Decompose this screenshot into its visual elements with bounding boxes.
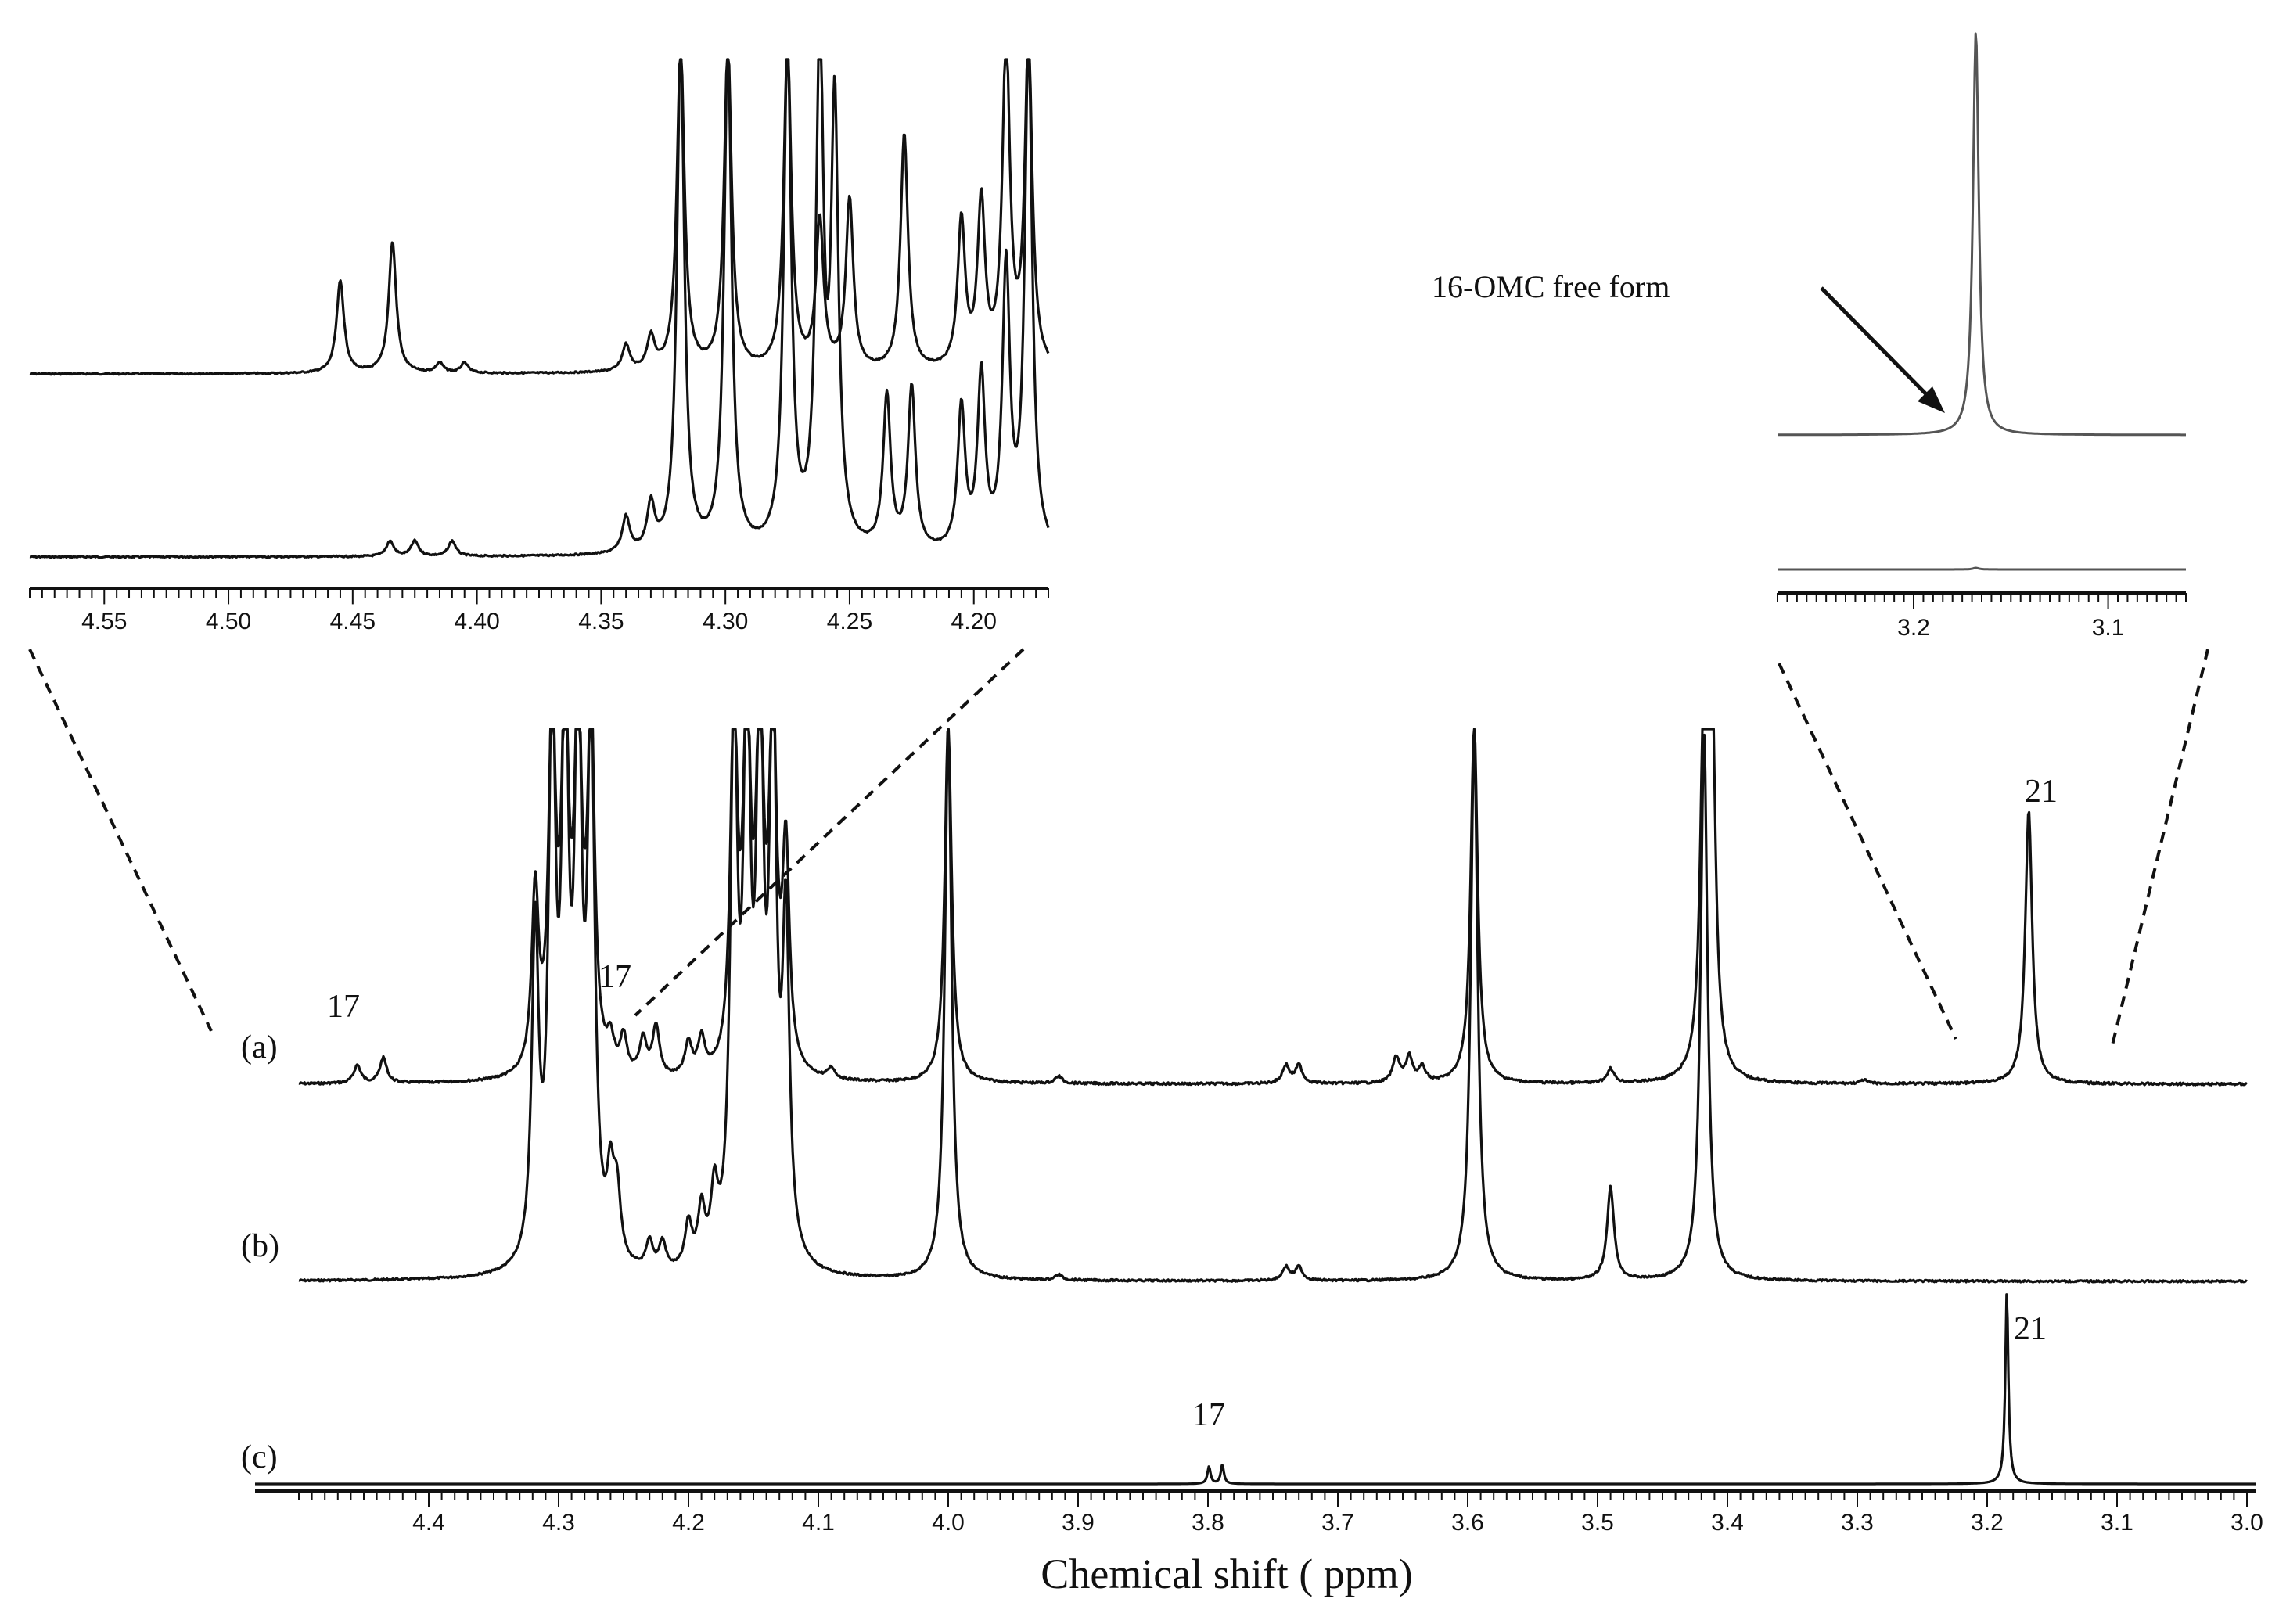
tick-label: 3.5 <box>1581 1510 1614 1536</box>
trace-a <box>298 728 2248 1087</box>
tick-label: 3.1 <box>2092 615 2125 641</box>
tick-label: 4.0 <box>932 1510 965 1536</box>
inset-right-lower-trace <box>1777 566 2187 571</box>
tick-label: 4.1 <box>802 1510 835 1536</box>
tick-label: 4.2 <box>672 1510 705 1536</box>
annotation-17-c: 17 <box>1192 1397 1225 1433</box>
tick-label: 3.0 <box>2230 1510 2263 1536</box>
tick-label: 3.2 <box>1897 615 1930 641</box>
x-axis-label: Chemical shift ( ppm) <box>1041 1550 1412 1597</box>
trace-c-label: (c) <box>241 1439 278 1475</box>
inset-right: 3.2 3.1 16-OMC free form <box>1432 32 2187 641</box>
tick-label: 3.2 <box>1971 1510 2004 1536</box>
main-x-axis: 4.4 4.3 4.2 4.1 4.0 3.9 3.8 3.7 3.6 3.5 3.4 3.3 3.2 3… <box>255 1489 2263 1536</box>
annotation-17-a2: 17 <box>599 959 631 995</box>
inset-right-upper-trace <box>1777 32 2187 437</box>
annotation-17-a: 17 <box>327 989 360 1025</box>
tick-label: 4.40 <box>454 609 499 634</box>
tick-label: 4.20 <box>951 609 997 634</box>
trace-a-label: (a) <box>241 1029 278 1065</box>
tick-label: 4.3 <box>542 1510 575 1536</box>
annotation-21-a: 21 <box>2025 774 2058 810</box>
main-spectrum: 4.4 4.3 4.2 4.1 4.0 3.9 3.8 3.7 3.6 3.5 3.4 3.3 3.2 3… <box>241 728 2263 1597</box>
trace-b-label: (b) <box>241 1228 279 1264</box>
tick-label: 3.7 <box>1321 1510 1354 1536</box>
guide-left-inner <box>634 648 1025 1017</box>
tick-label: 3.1 <box>2101 1510 2133 1536</box>
inset-left-upper-trace <box>29 58 1050 376</box>
inset-right-x-axis: 3.2 3.1 <box>1777 591 2187 641</box>
tick-label: 4.50 <box>206 609 251 634</box>
tick-label: 4.4 <box>412 1510 445 1536</box>
tick-label: 3.8 <box>1192 1510 1224 1536</box>
trace-c <box>254 1293 2257 1486</box>
tick-label: 4.25 <box>827 609 872 634</box>
inset-left: 4.55 4.50 4.45 4.40 4.35 4.30 4.25 4.20 <box>29 58 1050 634</box>
free-form-arrow-shaft <box>1820 286 1934 402</box>
tick-label: 3.6 <box>1451 1510 1484 1536</box>
free-form-arrow-head <box>1918 386 1945 413</box>
tick-label: 3.4 <box>1711 1510 1744 1536</box>
tick-label: 4.55 <box>81 609 127 634</box>
tick-label: 3.3 <box>1841 1510 1874 1536</box>
annotation-21-c: 21 <box>2014 1311 2047 1347</box>
tick-label: 4.30 <box>703 609 748 634</box>
inset-left-lower-trace <box>29 58 1050 559</box>
tick-label: 4.45 <box>330 609 376 634</box>
trace-b <box>298 728 2248 1284</box>
free-form-annotation: 16-OMC free form <box>1432 269 1670 304</box>
zoom-guides <box>28 648 2209 1046</box>
tick-label: 4.35 <box>578 609 624 634</box>
guide-right-inner <box>2111 649 2209 1046</box>
tick-label: 3.9 <box>1062 1510 1095 1536</box>
inset-left-x-axis: 4.55 4.50 4.45 4.40 4.35 4.30 4.25 4.20 <box>29 587 1049 634</box>
guide-right-outer <box>1778 663 1957 1040</box>
guide-left-outer <box>28 649 213 1032</box>
